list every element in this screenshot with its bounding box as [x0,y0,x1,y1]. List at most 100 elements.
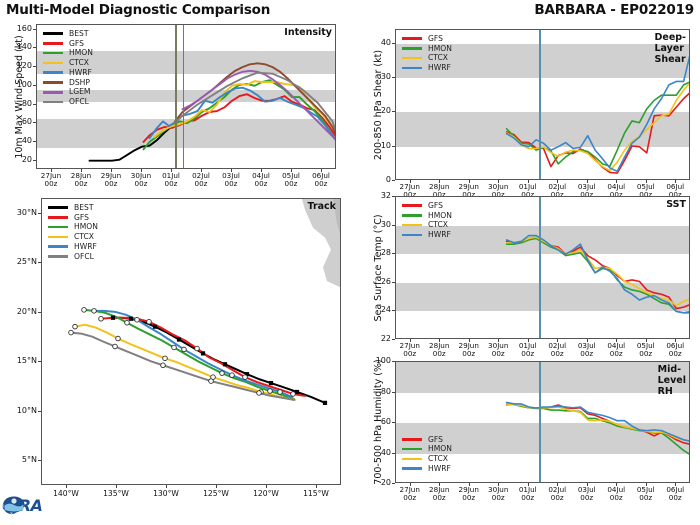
intensity-plot-area [36,24,336,169]
y-tick-label: 30 [380,219,391,229]
x-tick-label: 29Jun 00z [458,341,479,359]
x-tick-label: 01Jul 00z [518,182,537,200]
y-tick-label: 32 [380,191,391,200]
legend-color-swatch [402,214,422,217]
legend-color-swatch [43,81,63,84]
track-y-tick-mark [38,311,41,313]
track-y-tick-mark [38,410,41,412]
legend-color-swatch [402,233,422,237]
legend-item-best[interactable]: BEST [48,203,98,212]
x-tick-mark [141,169,142,172]
legend-item-gfs[interactable]: GFS [402,34,452,43]
x-tick-label: 03Jul 00z [577,485,596,503]
legend-item-ctcx[interactable]: CTCX [43,58,93,67]
y-tick-mark [392,180,395,181]
track-y-tick-mark [38,262,41,264]
x-tick-label: 27Jun 00z [40,171,62,189]
y-tick-mark [33,140,36,142]
track-x-tick-mark [216,485,217,488]
legend-color-swatch [48,206,68,209]
x-tick-mark [409,339,411,342]
x-tick-mark [498,339,500,342]
legend-item-hwrf[interactable]: HWRF [402,230,452,239]
y-tick-mark [392,111,395,113]
x-tick-label: 05Jul 00z [636,182,655,200]
legend-label: BEST [69,28,89,38]
y-tick-mark [392,339,395,340]
track-y-tick-mark [38,361,41,363]
legend-item-gfs[interactable]: GFS [402,435,452,444]
legend-item-hmon[interactable]: HMON [48,223,98,232]
x-tick-mark [586,483,588,486]
x-tick-label: 03Jul 00z [577,341,596,359]
reference-vline [539,362,541,482]
x-tick-label: 28Jun 00z [429,182,450,200]
legend-item-dshp[interactable]: DSHP [43,78,93,87]
x-tick-mark [81,169,82,172]
legend-item-ofcl[interactable]: OFCL [48,252,98,261]
track-x-tick-mark [266,485,267,488]
reference-vline [175,25,177,168]
x-tick-label: 02Jul 00z [548,182,567,200]
track-y-tick-label: 15°N [16,356,37,366]
legend-item-gfs[interactable]: GFS [402,201,452,210]
x-tick-mark [439,483,441,486]
x-tick-mark [645,180,647,183]
legend-label: GFS [428,33,443,43]
x-tick-label: 28Jun 00z [70,171,92,189]
legend-color-swatch [402,204,422,207]
legend-item-lgem[interactable]: LGEM [43,88,93,97]
legend-item-ctcx[interactable]: CTCX [402,454,452,463]
x-tick-label: 04Jul 00z [607,341,626,359]
legend-label: OFCL [74,251,94,261]
x-tick-mark [616,339,618,342]
legend-label: HWRF [69,67,92,77]
y-tick-mark [33,28,36,30]
x-tick-label: 04Jul 00z [252,171,270,189]
track-y-tick-mark [38,460,41,462]
y-tick-label: 120 [16,61,32,71]
y-tick-label: 20 [380,478,391,487]
y-tick-mark [392,310,395,312]
intensity-legend: BEST GFS HMON CTCX HWRF DSHP LGEM OFCL [43,29,93,107]
legend-item-ctcx[interactable]: CTCX [402,54,452,63]
legend-item-gfs[interactable]: GFS [43,39,93,48]
intensity-panel-title: Intensity [284,27,332,38]
legend-item-ctcx[interactable]: CTCX [48,232,98,241]
x-tick-mark [586,339,588,342]
legend-item-hwrf[interactable]: HWRF [402,464,452,473]
legend-item-hwrf[interactable]: HWRF [402,63,452,72]
legend-item-hmon[interactable]: HMON [402,211,452,220]
legend-color-swatch [48,245,68,249]
x-tick-mark [439,339,441,342]
legend-item-hmon[interactable]: HMON [43,49,93,58]
x-tick-label: 30Jun 00z [488,341,509,359]
track-plot-area [41,198,341,485]
track-x-tick-label: 135°W [103,489,129,498]
y-tick-mark [392,196,395,197]
legend-item-hwrf[interactable]: HWRF [48,242,98,251]
legend-item-best[interactable]: BEST [43,29,93,38]
x-tick-label: 27Jun 00z [399,182,420,200]
legend-color-swatch [402,447,422,451]
rh-legend: GFS HMON CTCX HWRF [402,435,452,474]
x-tick-mark [527,339,529,342]
x-tick-label: 03Jul 00z [222,171,240,189]
legend-label: HMON [428,444,452,454]
x-tick-label: 06Jul 00z [666,485,685,503]
x-tick-mark [468,180,470,183]
x-tick-label: 01Jul 00z [518,485,537,503]
legend-item-hwrf[interactable]: HWRF [43,68,93,77]
legend-item-hmon[interactable]: HMON [402,445,452,454]
legend-item-hmon[interactable]: HMON [402,44,452,53]
legend-item-ctcx[interactable]: CTCX [402,221,452,230]
legend-item-gfs[interactable]: GFS [48,213,98,222]
legend-item-ofcl[interactable]: OFCL [43,97,93,106]
x-tick-label: 27Jun 00z [399,341,420,359]
x-tick-mark [231,169,232,172]
cira-logo: CIRA [2,496,43,516]
shear-panel-title: Deep-Layer Shear [654,32,686,65]
legend-label: BEST [74,202,94,212]
shear-legend: GFS HMON CTCX HWRF [402,34,452,73]
x-tick-mark [527,180,529,183]
